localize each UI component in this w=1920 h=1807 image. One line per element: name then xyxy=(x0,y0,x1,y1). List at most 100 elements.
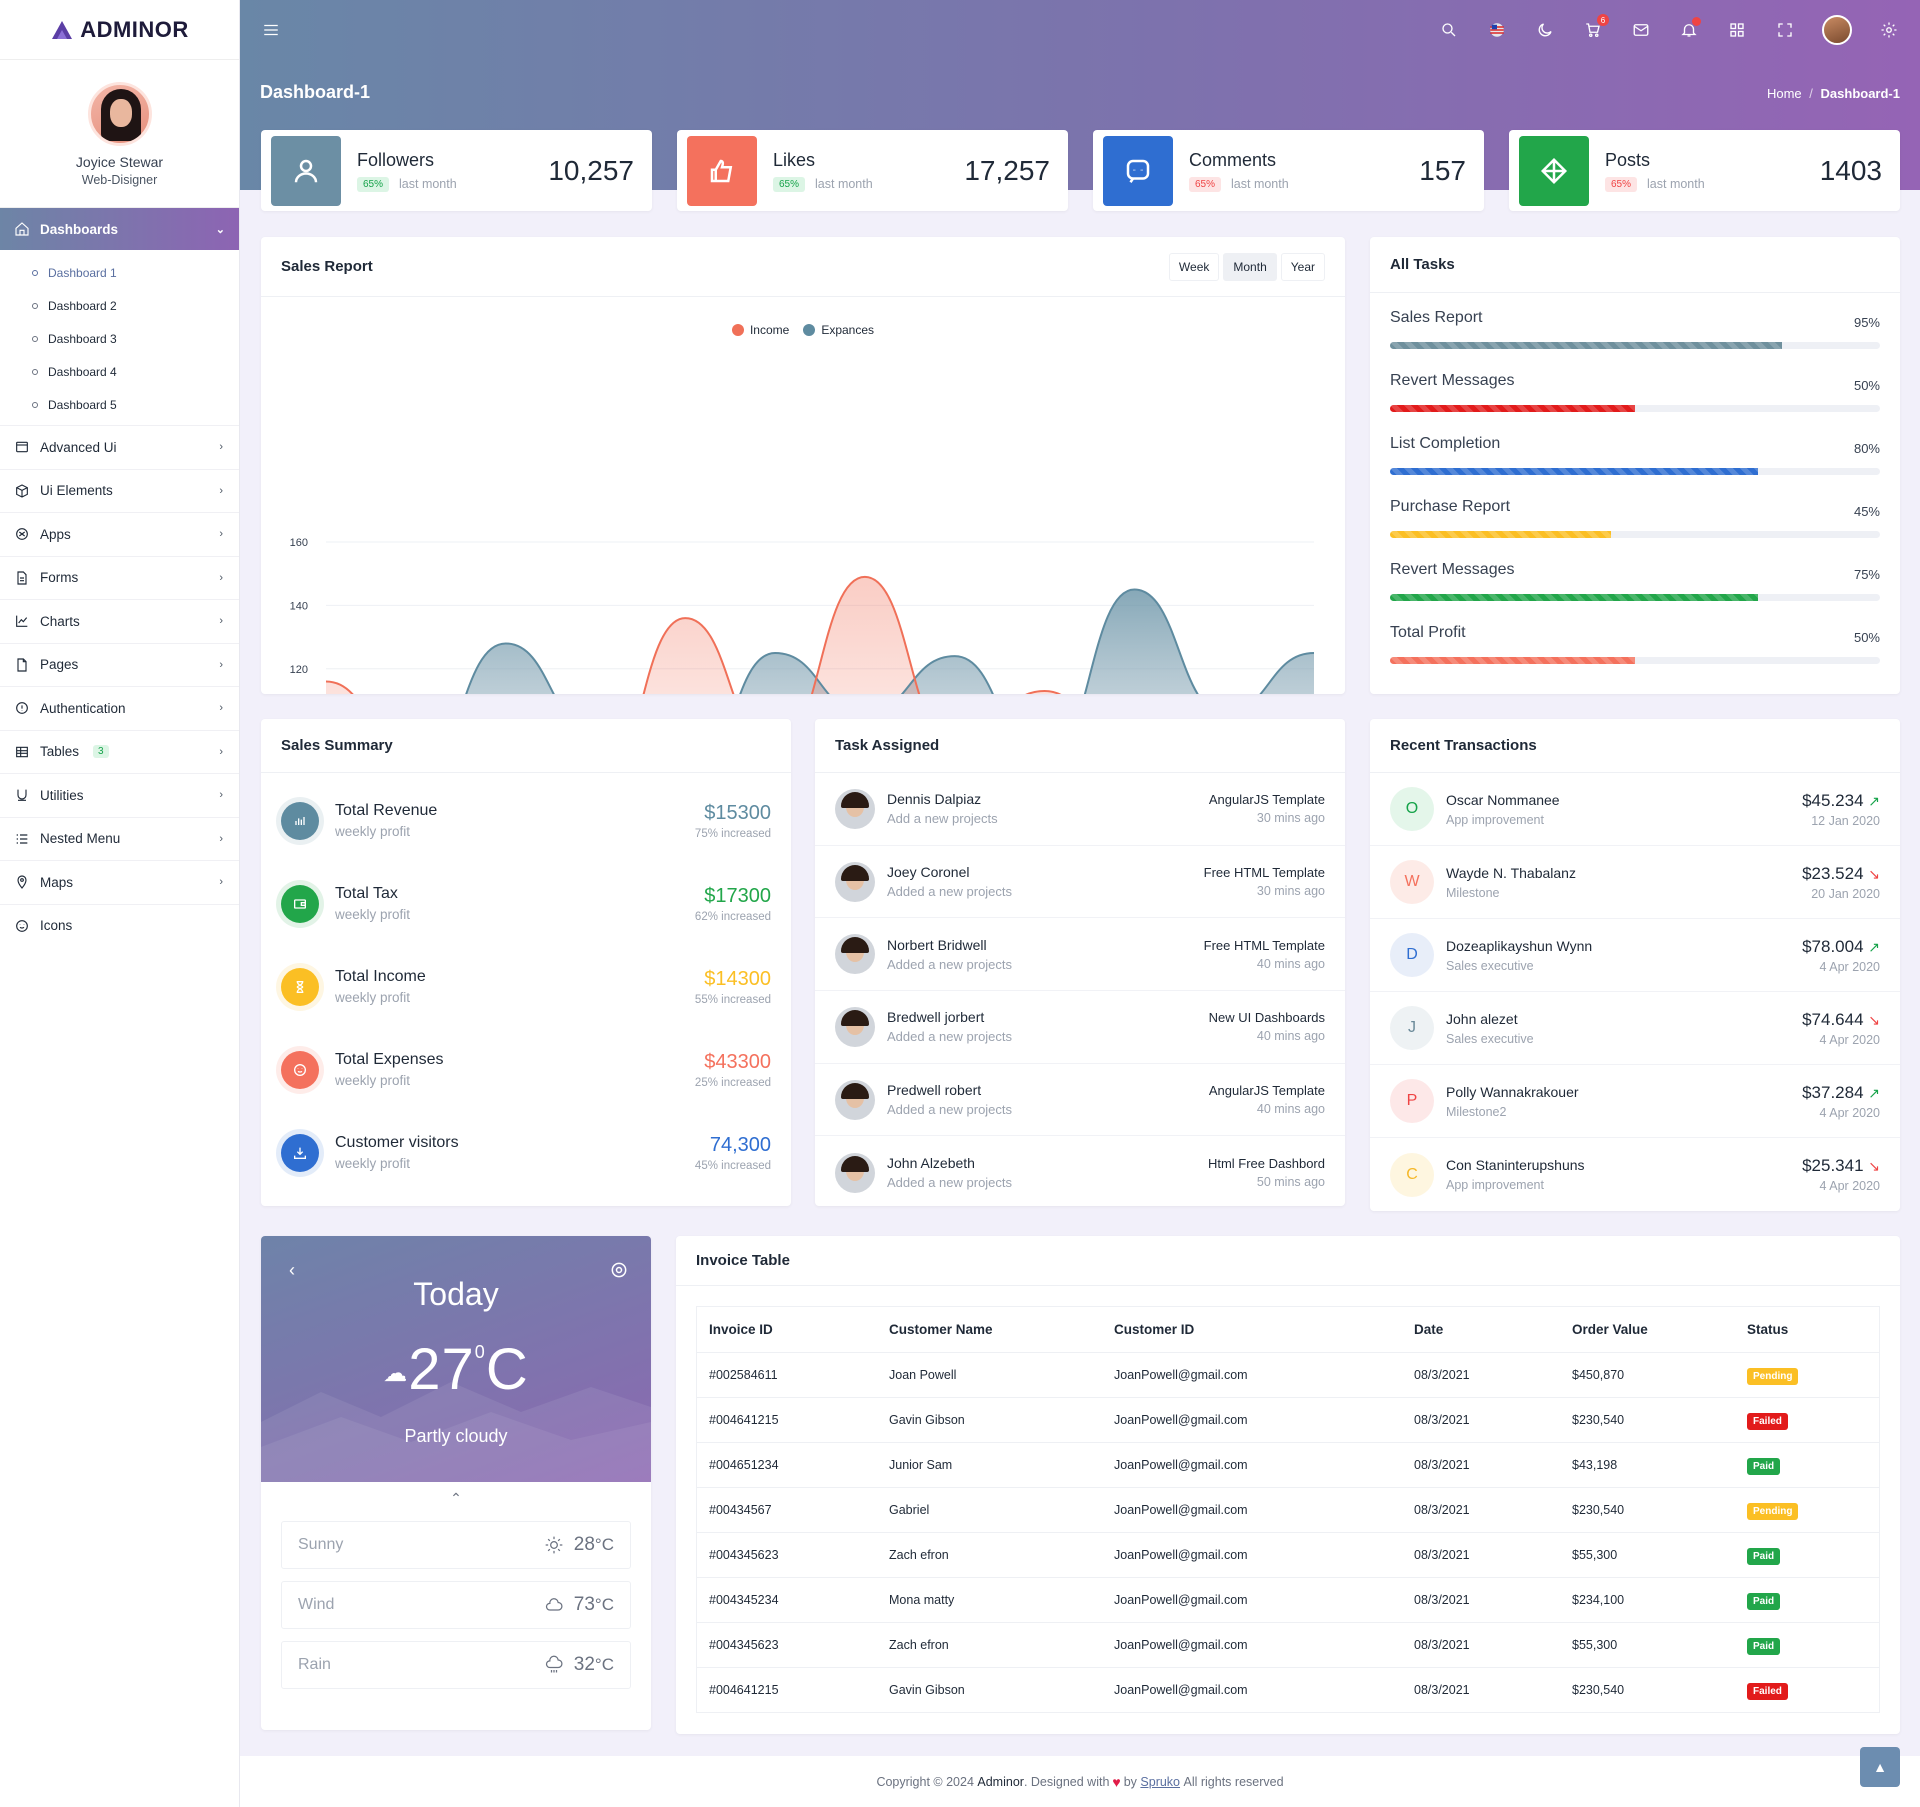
breadcrumb-home[interactable]: Home xyxy=(1766,86,1802,101)
trend-up-icon: ↗ xyxy=(1868,1084,1880,1101)
table-row[interactable]: #00434567 Gabriel JoanPowell@gmail.com 08/3… xyxy=(697,1487,1879,1533)
task-label: Revert Messages xyxy=(1390,372,1515,389)
us-flag-icon xyxy=(1490,23,1504,37)
sidebar-item-advanced-ui[interactable]: Advanced Ui › xyxy=(0,425,239,469)
task-assigned-item[interactable]: Predwell robert Added a new projects Angul… xyxy=(815,1064,1345,1137)
transaction-item[interactable]: O Oscar Nommanee App improvement $45.234 ↗ 1… xyxy=(1370,773,1900,846)
table-row[interactable]: #004641215 Gavin Gibson JoanPowell@gmail.c… xyxy=(697,1397,1879,1443)
sidebar-item-charts[interactable]: Charts › xyxy=(0,599,239,643)
range-month-button[interactable]: Month xyxy=(1223,252,1277,281)
order-value: $230,540 xyxy=(1572,1682,1625,1697)
legend-item[interactable]: Expances xyxy=(803,323,874,337)
user-profile: Joyice Stewar Web-Disigner xyxy=(0,60,239,208)
dark-mode-toggle[interactable] xyxy=(1534,19,1556,41)
summary-value: $43300 xyxy=(704,1050,771,1073)
legend-item[interactable]: Income xyxy=(731,323,789,337)
table-row[interactable]: #004651234 Junior Sam JoanPowell@gmail.com… xyxy=(697,1442,1879,1488)
assignee-name: Predwell robert xyxy=(887,1082,982,1099)
column-header[interactable]: Invoice ID xyxy=(697,1307,877,1353)
search-button[interactable] xyxy=(1438,19,1460,41)
transaction-item[interactable]: D Dozeaplikayshun Wynn Sales executive $78.… xyxy=(1370,919,1900,992)
range-selector: Week Month Year xyxy=(1168,252,1325,281)
table-row[interactable]: #002584611 Joan Powell JoanPowell@gmail.co… xyxy=(697,1352,1879,1398)
assignee-avatar xyxy=(835,788,875,829)
order-value: $55,300 xyxy=(1560,1622,1735,1668)
sidebar-item-nested-menu[interactable]: Nested Menu › xyxy=(0,816,239,861)
task-assigned-item[interactable]: Dennis Dalpiaz Add a new projects AngularJ… xyxy=(815,773,1345,846)
sidebar-item-forms[interactable]: Forms › xyxy=(0,555,239,600)
stat-label: Comments xyxy=(1189,149,1277,170)
range-week-button[interactable]: Week xyxy=(1168,252,1220,281)
table-row[interactable]: #004345623 Zach efron JoanPowell@gmail.com… xyxy=(697,1622,1879,1668)
column-header[interactable]: Customer Name xyxy=(877,1307,1102,1353)
column-header[interactable]: Order Value xyxy=(1560,1307,1735,1353)
footer-author-link[interactable]: Spruko xyxy=(1140,1774,1181,1789)
series-line-expances[interactable] xyxy=(326,588,1315,694)
transaction-name: Polly Wannakrakouer xyxy=(1446,1083,1579,1100)
invoice-date: 08/3/2021 xyxy=(1402,1532,1560,1578)
sidebar-item-label: Tables xyxy=(40,744,80,760)
sidebar-subitem[interactable]: Dashboard 4 xyxy=(0,355,239,388)
sidebar-item-authentication[interactable]: Authentication › xyxy=(0,686,239,730)
task-assigned-item[interactable]: Norbert Bridwell Added a new projects Free… xyxy=(815,918,1345,992)
sidebar: ADMINOR Joyice Stewar Web-Disigner Dashb… xyxy=(0,0,240,1807)
table-row[interactable]: #004641215 Gavin Gibson JoanPowell@gmail.c… xyxy=(697,1667,1879,1712)
task-assigned-item[interactable]: Joey Coronel Added a new projects Free HTM… xyxy=(815,846,1345,919)
column-header[interactable]: Status xyxy=(1735,1307,1879,1353)
brand-logo[interactable]: ADMINOR xyxy=(0,0,239,60)
table-row[interactable]: #004345623 Zach efron JoanPowell@gmail.com… xyxy=(697,1532,1879,1578)
settings-button[interactable] xyxy=(1878,19,1900,41)
chevron-up-icon[interactable]: ⌃ xyxy=(450,1490,462,1506)
sidebar-item-utilities[interactable]: Utilities › xyxy=(0,773,239,817)
transaction-name: Oscar Nommanee xyxy=(1446,791,1560,808)
sidebar-item-apps[interactable]: Apps › xyxy=(0,512,239,556)
sidebar-item-icons[interactable]: Icons xyxy=(0,903,239,948)
column-header[interactable]: Date xyxy=(1402,1307,1560,1353)
profile-avatar-button[interactable] xyxy=(1822,15,1852,45)
task-assigned-item[interactable]: Bredwell jorbert Added a new projects New … xyxy=(815,991,1345,1064)
weather-settings-icon[interactable] xyxy=(609,1260,629,1280)
bullet-icon xyxy=(32,269,38,276)
sidebar-subitem[interactable]: Dashboard 5 xyxy=(0,388,239,421)
transaction-item[interactable]: P Polly Wannakrakouer Milestone2 $37.284 ↗ 4… xyxy=(1370,1065,1900,1138)
sidebar-subitem[interactable]: Dashboard 1 xyxy=(0,256,239,289)
trend-down-icon: ↘ xyxy=(1868,865,1880,882)
task-percent: 75% xyxy=(1853,567,1880,582)
user-icon xyxy=(294,159,318,182)
sidebar-subitem[interactable]: Dashboard 3 xyxy=(0,322,239,355)
task-assigned-item[interactable]: John Alzebeth Added a new projects Html Fr… xyxy=(815,1136,1345,1209)
sidebar-item-maps[interactable]: Maps › xyxy=(0,860,239,904)
chevron-left-icon[interactable]: ‹ xyxy=(289,1260,295,1280)
stat-icon-box xyxy=(687,135,757,206)
weather-day: Today xyxy=(413,1276,499,1312)
stat-value: 1403 xyxy=(1819,154,1882,186)
back-to-top-button[interactable]: ▲ xyxy=(1860,1747,1900,1787)
column-header[interactable]: Customer ID xyxy=(1102,1307,1402,1353)
user-avatar[interactable] xyxy=(87,82,152,146)
menu-toggle[interactable] xyxy=(260,19,282,41)
order-value: $55,300 xyxy=(1560,1532,1735,1578)
cart-button[interactable]: 6 xyxy=(1582,14,1609,41)
notifications-button[interactable] xyxy=(1678,17,1701,41)
sidebar-item-tables[interactable]: Tables 3 › xyxy=(0,729,239,774)
sidebar-item-dashboards[interactable]: Dashboards ⌄ xyxy=(0,208,239,250)
range-year-button[interactable]: Year xyxy=(1280,252,1325,281)
progress-bar xyxy=(1390,657,1880,664)
apps-button[interactable] xyxy=(1726,19,1748,41)
bar-chart-icon xyxy=(295,816,305,825)
transaction-item[interactable]: C Con Staninterupshuns App improvement $25.… xyxy=(1370,1138,1900,1211)
transaction-item[interactable]: W Wayde N. Thabalanz Milestone $23.524 ↘ 20 … xyxy=(1370,846,1900,919)
assignee-avatar xyxy=(835,861,875,902)
sidebar-subitem[interactable]: Dashboard 2 xyxy=(0,289,239,322)
language-button[interactable] xyxy=(1486,19,1508,41)
sidebar-item-label: Apps xyxy=(40,526,71,542)
table-row[interactable]: #004345234 Mona matty JoanPowell@gmail.com… xyxy=(697,1577,1879,1623)
messages-button[interactable] xyxy=(1630,19,1652,41)
sidebar-item-pages[interactable]: Pages › xyxy=(0,642,239,687)
sidebar-item-ui-elements[interactable]: Ui Elements › xyxy=(0,468,239,513)
task-label: Total Profit xyxy=(1390,624,1466,641)
transaction-item[interactable]: J John alezet Sales executive $74.644 ↘ 4 Ap… xyxy=(1370,992,1900,1065)
fullscreen-button[interactable] xyxy=(1774,19,1796,41)
weather-row-value: 73 xyxy=(573,1594,595,1615)
summary-icon-circle xyxy=(281,884,319,923)
